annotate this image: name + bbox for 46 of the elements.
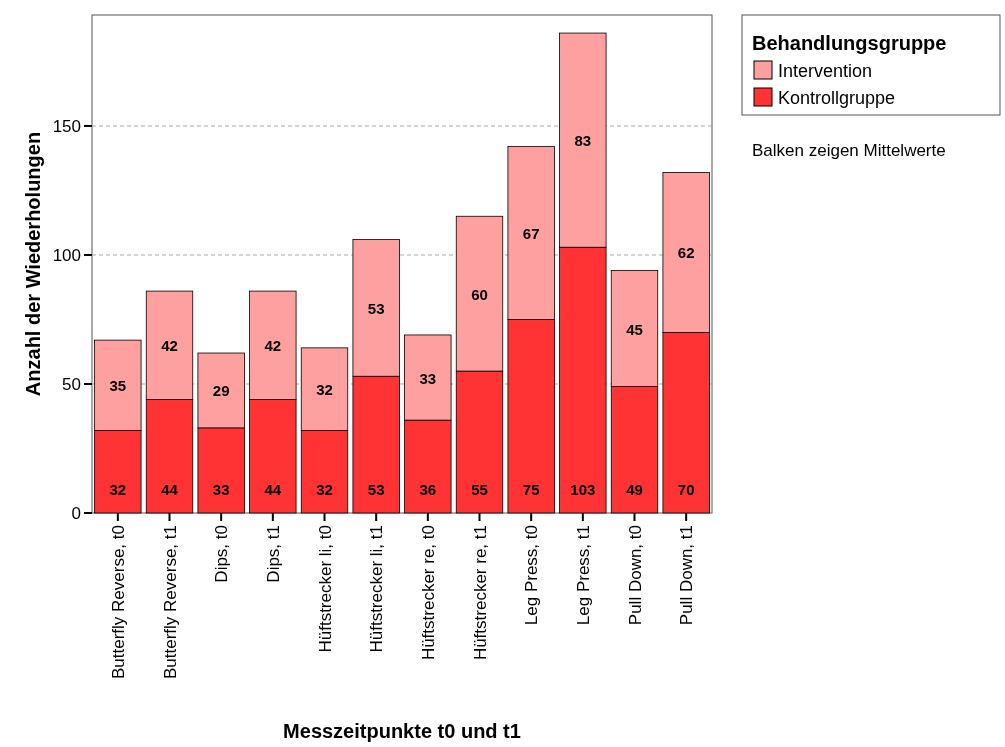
data-label: 75 — [522, 481, 540, 498]
y-axis-title: Anzahl der Wiederholungen — [22, 131, 44, 397]
x-tick-label: Butterfly Reverse, t0 — [108, 525, 128, 680]
data-label: 62 — [677, 244, 695, 262]
legend-label: Intervention — [778, 61, 873, 81]
data-label: 44 — [161, 481, 179, 498]
x-tick-label: Butterfly Reverse, t1 — [160, 525, 180, 680]
data-label: 103 — [570, 481, 596, 498]
x-tick-label: Leg Press, t0 — [522, 525, 542, 626]
x-tick-label: Hüftstrecker re, t0 — [418, 525, 438, 661]
x-tick-label: Hüftstrecker re, t1 — [470, 525, 490, 661]
data-label: 42 — [264, 337, 282, 355]
y-tick-label: 150 — [52, 116, 81, 136]
data-label: 44 — [264, 481, 282, 498]
x-tick-label: Dips, t1 — [263, 525, 283, 583]
data-label: 33 — [419, 369, 437, 387]
data-label: 32 — [316, 481, 333, 498]
data-label: 32 — [109, 481, 127, 498]
data-label: 45 — [626, 320, 643, 338]
legend-title: Behandlungsgruppe — [752, 32, 947, 54]
data-label: 42 — [161, 337, 178, 355]
x-axis-title: Messzeitpunkte t0 und t1 — [283, 720, 521, 742]
text: Balken zeigen Mittelwerte — [752, 141, 946, 160]
x-tick-label: Hüftstrecker li, t1 — [367, 525, 387, 653]
data-label: 36 — [419, 481, 437, 498]
x-tick-label: Pull Down, t1 — [677, 525, 697, 626]
data-label: 70 — [677, 481, 695, 498]
x-tick-label: Pull Down, t0 — [625, 525, 645, 626]
y-tick-label: 50 — [62, 374, 81, 394]
data-label: 49 — [626, 481, 643, 498]
y-tick-label: 100 — [52, 245, 81, 265]
data-label: 60 — [471, 285, 488, 303]
data-label: 67 — [522, 225, 540, 243]
data-label: 55 — [471, 481, 488, 498]
x-tick-label: Leg Press, t1 — [573, 525, 593, 626]
data-label: 53 — [367, 481, 385, 498]
data-label: 53 — [367, 299, 385, 317]
data-label: 33 — [212, 481, 230, 498]
legend-label: Kontrollgruppe — [778, 88, 896, 108]
x-tick-label: Dips, t0 — [212, 525, 232, 583]
data-label: 83 — [574, 132, 592, 150]
x-tick-label: Hüftstrecker li, t0 — [315, 525, 335, 653]
data-label: 29 — [212, 382, 230, 400]
y-tick-label: 0 — [71, 504, 81, 523]
data-label: 35 — [109, 377, 127, 395]
data-label: 32 — [316, 381, 333, 399]
